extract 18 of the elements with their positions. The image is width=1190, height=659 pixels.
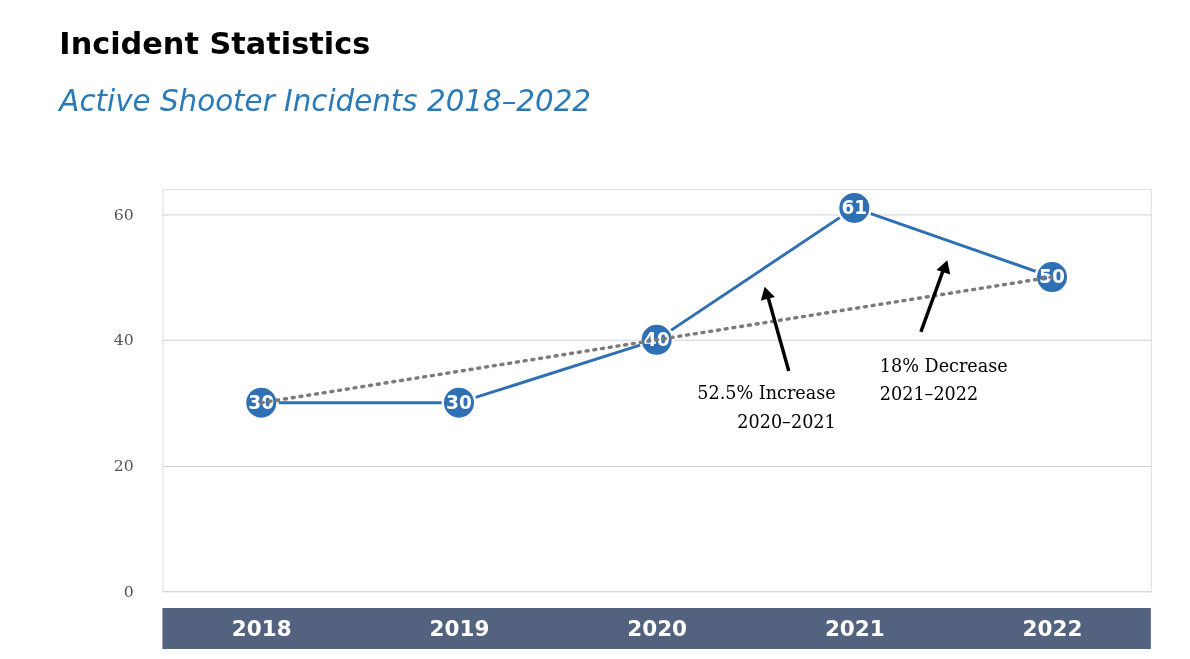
x-tick-label: 2018 xyxy=(231,615,292,641)
y-tick-label: 40 xyxy=(113,330,134,350)
x-tick-label: 2020 xyxy=(627,615,688,641)
annotation: 52.5% Increase 2020–2021 xyxy=(697,383,836,432)
data-label: 30 xyxy=(248,391,275,413)
chart-subtitle: Active Shooter Incidents 2018–2022 xyxy=(57,84,591,119)
annotation: 18% Decrease 2021–2022 xyxy=(879,356,1008,405)
x-tick-label: 2021 xyxy=(824,615,885,641)
x-tick-label: 2022 xyxy=(1022,615,1083,641)
y-tick-label: 20 xyxy=(113,455,134,475)
chart-title: Incident Statistics xyxy=(59,25,371,61)
y-tick-label: 60 xyxy=(113,204,134,224)
y-tick-label: 0 xyxy=(123,581,134,601)
data-label: 30 xyxy=(446,391,472,413)
x-tick-label: 2019 xyxy=(429,615,490,641)
data-label: 40 xyxy=(643,328,670,350)
data-label: 50 xyxy=(1039,265,1066,287)
data-label: 61 xyxy=(841,196,868,218)
